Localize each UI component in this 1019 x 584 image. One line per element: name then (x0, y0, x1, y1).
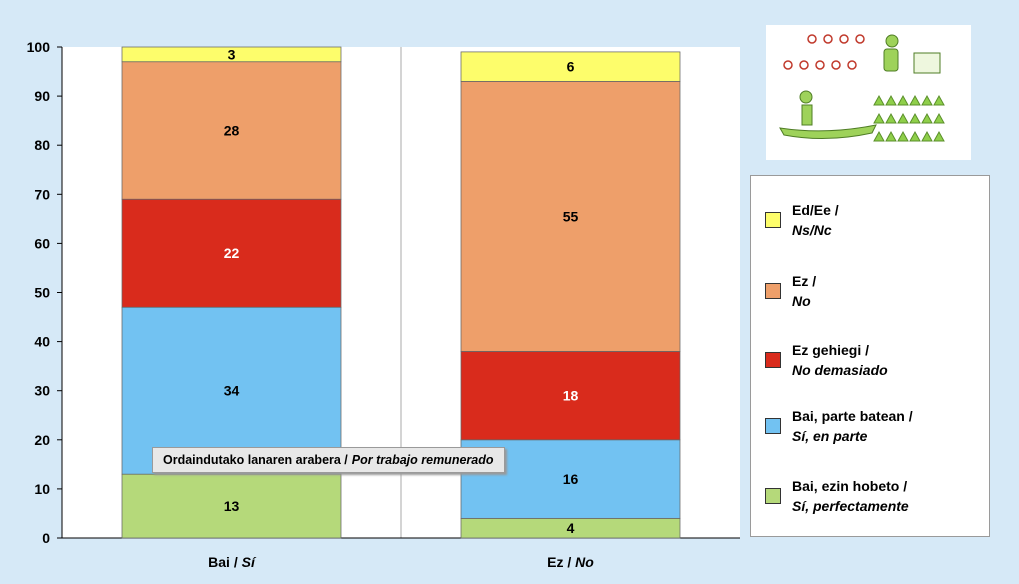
illustration-icon (779, 34, 945, 142)
legend-swatch (765, 283, 781, 299)
data-label: 34 (224, 383, 240, 399)
y-tick-label: 10 (34, 481, 50, 497)
legend-label: Bai, parte batean / Sí, en parte (792, 408, 913, 444)
data-label: 18 (563, 388, 579, 404)
bar-segment (121, 46, 342, 63)
data-label: 22 (224, 245, 240, 261)
legend-label: Ez gehiegi / No demasiado (792, 342, 888, 378)
legend-item-bai-ezin: Bai, ezin hobeto / Sí, perfectamente (765, 476, 909, 516)
data-label: 28 (224, 122, 240, 138)
x-tick-label: Bai / Sí (208, 554, 257, 570)
annotation-text-italic: Por trabajo remunerado (351, 453, 494, 467)
y-tick-label: 90 (34, 88, 50, 104)
legend-label: Ed/Ee / Ns/Nc (792, 202, 839, 238)
x-tick-label-text: Ez / (547, 554, 575, 570)
legend-label: Ez / No (792, 273, 817, 309)
decorative-illustration (766, 25, 971, 160)
data-label: 3 (228, 46, 236, 62)
y-tick-label: 50 (34, 285, 50, 301)
legend-item-bai-parte: Bai, parte batean / Sí, en parte (765, 406, 913, 446)
y-tick-label: 40 (34, 334, 50, 350)
legend-item-ed-ee: Ed/Ee / Ns/Nc (765, 200, 839, 240)
bar-segment (121, 306, 342, 475)
data-label: 13 (224, 498, 240, 514)
y-tick-label: 70 (34, 186, 50, 202)
chart-annotation: Ordaindutako lanaren arabera / Por traba… (152, 447, 505, 473)
data-label: 6 (567, 59, 575, 75)
y-tick-label: 30 (34, 383, 50, 399)
x-tick-label-text: Bai / (208, 554, 241, 570)
y-tick-label: 80 (34, 137, 50, 153)
legend-swatch (765, 488, 781, 504)
legend-swatch (765, 418, 781, 434)
bar-segment (460, 351, 681, 441)
legend-item-ez: Ez / No (765, 271, 816, 311)
bar-segment (460, 51, 681, 82)
data-label: 4 (567, 520, 575, 536)
y-tick-label: 20 (34, 432, 50, 448)
bar-segment (121, 61, 342, 200)
annotation-text: Ordaindutako lanaren arabera / (163, 453, 348, 467)
y-tick-label: 100 (27, 39, 51, 55)
legend-item-ez-gehiegi: Ez gehiegi / No demasiado (765, 340, 888, 380)
legend-label: Bai, ezin hobeto / Sí, perfectamente (792, 478, 909, 514)
legend-swatch (765, 212, 781, 228)
x-tick-label: Ez / No (547, 554, 594, 570)
y-tick-label: 0 (42, 530, 50, 546)
y-tick-label: 60 (34, 235, 50, 251)
chart-legend: Ed/Ee / Ns/Nc Ez / No Ez gehiegi / No de… (750, 175, 990, 537)
bar-segment (121, 198, 342, 308)
legend-swatch (765, 352, 781, 368)
x-tick-label-italic: Sí (242, 554, 257, 570)
bar-segment (460, 80, 681, 352)
data-label: 55 (563, 208, 579, 224)
data-label: 16 (563, 471, 579, 487)
x-tick-label-italic: No (575, 554, 594, 570)
